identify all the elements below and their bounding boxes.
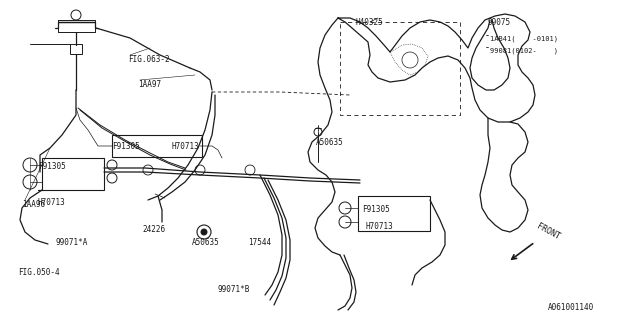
Bar [42,158,104,190]
Text: FRONT: FRONT [535,222,561,242]
Text: H40325: H40325 [355,18,383,27]
Text: 99075: 99075 [488,18,511,27]
Text: 1AA96: 1AA96 [22,200,45,209]
Text: F91305: F91305 [112,142,140,151]
Text: 99071*A: 99071*A [55,238,88,247]
Text: 1AB41(    -0101): 1AB41( -0101) [490,35,558,42]
Text: A50635: A50635 [316,138,344,147]
Circle shape [201,229,207,235]
Text: 17544: 17544 [248,238,271,247]
Text: H70713: H70713 [38,198,66,207]
Text: F91305: F91305 [362,205,390,214]
Bar [70,44,82,54]
Text: A50635: A50635 [192,238,220,247]
Text: F91305: F91305 [38,162,66,171]
Bar [112,135,202,157]
Text: H70713: H70713 [366,222,394,231]
Text: FIG.050-4: FIG.050-4 [18,268,60,277]
Text: 24226: 24226 [142,225,165,234]
Text: FIG.063-2: FIG.063-2 [128,55,170,64]
Text: A061001140: A061001140 [548,303,595,312]
Text: 1AA97: 1AA97 [138,80,161,89]
Bar [358,196,430,231]
Text: H70713: H70713 [172,142,200,151]
Text: 99081(0102-    ): 99081(0102- ) [490,47,558,53]
Text: 99071*B: 99071*B [218,285,250,294]
